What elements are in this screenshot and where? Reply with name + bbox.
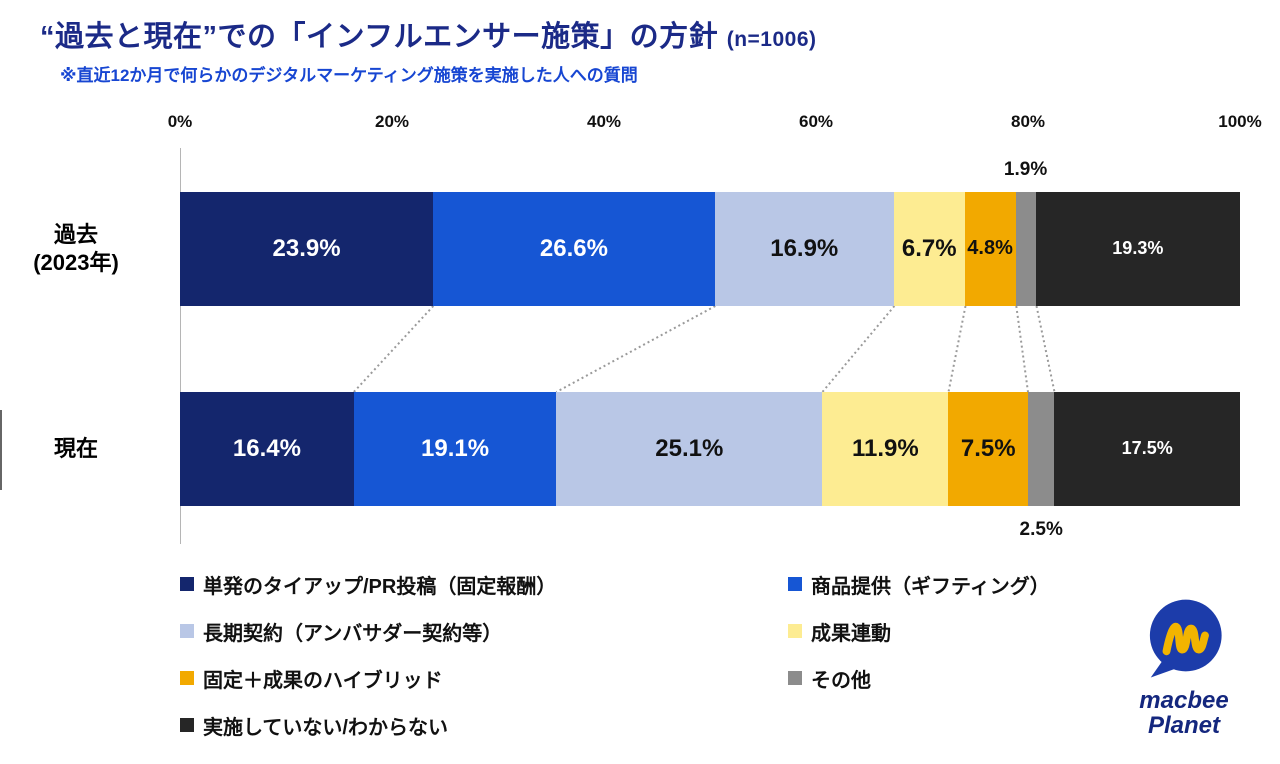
stacked-bar-chart: 0% 20% 40% 60% 80% 100% 過去 (2023年) 23.9% 26.6%… bbox=[0, 111, 1280, 544]
bar-segment: 26.6% bbox=[433, 191, 715, 306]
page-subtitle: ※直近12か月で何らかのデジタルマーケティング施策を実施した人への質問 bbox=[60, 65, 638, 85]
legend-item: 成果連動 bbox=[788, 617, 1130, 646]
bar-row-past: 過去 (2023年) 23.9% 26.6% 16.9% 6.7% 4.8% 1.9% 19… bbox=[0, 159, 1280, 306]
logo-bubble-tail bbox=[1150, 659, 1176, 678]
row-label-past: 過去 (2023年) bbox=[33, 222, 119, 275]
segment-value-label: 2.5% bbox=[1019, 518, 1063, 540]
legend-swatch bbox=[180, 718, 194, 733]
legend-item: 実施していない/わからない bbox=[180, 711, 788, 740]
segment-value-label: 26.6% bbox=[539, 234, 608, 262]
segment-value-label: 7.5% bbox=[960, 434, 1016, 462]
bar-row-present: 現在 16.4% 19.1% 25.1% 11.9% 7.5% 2.5% 17.5% bbox=[0, 391, 1280, 540]
legend-swatch bbox=[788, 624, 802, 639]
bar-segment: 4.8% bbox=[964, 191, 1016, 306]
segment-value-label: 17.5% bbox=[1121, 438, 1173, 459]
connector-line bbox=[947, 305, 967, 392]
connector-line bbox=[821, 305, 896, 392]
legend-swatch bbox=[180, 671, 194, 686]
macbee-planet-logo: macbee Planet bbox=[1124, 597, 1244, 738]
legend-label: 長期契約（アンバサダー契約等） bbox=[203, 622, 503, 645]
logo-wordmark: macbee Planet bbox=[1124, 686, 1244, 739]
legend-label: その他 bbox=[811, 669, 871, 692]
segment-value-label: 11.9% bbox=[852, 434, 919, 462]
header: “過去と現在”での「インフルエンサー施策」の方針 (n=1006) ※直近12か… bbox=[0, 0, 1280, 86]
segment-value-label: 16.9% bbox=[770, 234, 839, 262]
logo-line1: macbee bbox=[1139, 686, 1229, 714]
legend-swatch bbox=[788, 577, 802, 592]
left-edge-frame-line bbox=[0, 410, 2, 490]
segment-value-label: 6.7% bbox=[901, 234, 957, 262]
stacked-bar: 23.9% 26.6% 16.9% 6.7% 4.8% 1.9% 19.3% bbox=[180, 159, 1241, 306]
segment-value-label: 23.9% bbox=[272, 234, 341, 262]
connector-line bbox=[555, 305, 716, 392]
bar-segment: 16.4% bbox=[180, 391, 354, 506]
legend-item: 長期契約（アンバサダー契約等） bbox=[180, 617, 788, 646]
legend-item: その他 bbox=[788, 664, 1130, 693]
bar-segment: 16.9% bbox=[714, 191, 894, 306]
x-axis-tick: 60% bbox=[798, 111, 834, 131]
legend-label: 固定＋成果のハイブリッド bbox=[203, 669, 443, 692]
bar-segment: 19.1% bbox=[353, 391, 557, 506]
bar-segment: 11.9% bbox=[822, 391, 949, 506]
bar-segment: 6.7% bbox=[893, 191, 965, 306]
legend-swatch bbox=[180, 577, 194, 592]
legend-swatch bbox=[180, 624, 194, 639]
legend-label: 実施していない/わからない bbox=[203, 716, 448, 739]
sample-size: (n=1006) bbox=[726, 28, 817, 51]
plot-area: 過去 (2023年) 23.9% 26.6% 16.9% 6.7% 4.8% 1.9% 19… bbox=[0, 136, 1280, 544]
segment-value-label: 4.8% bbox=[967, 237, 1013, 260]
title-text: “過去と現在”での「インフルエンサー施策」の方針 bbox=[40, 21, 719, 53]
connector-line bbox=[353, 305, 435, 392]
bar-segment: 1.9% bbox=[1004, 159, 1047, 306]
bar-segment: 2.5% bbox=[1020, 391, 1063, 540]
x-axis-tick: 100% bbox=[1218, 111, 1262, 131]
bar-segment: 23.9% bbox=[180, 191, 434, 306]
segment-value-label: 19.1% bbox=[421, 434, 490, 462]
segment-value-label: 19.3% bbox=[1112, 238, 1164, 259]
x-axis-tick: 0% bbox=[167, 111, 193, 131]
bar-segment: 17.5% bbox=[1054, 391, 1240, 506]
bar-segment: 25.1% bbox=[556, 391, 823, 506]
legend-swatch bbox=[788, 671, 802, 686]
legend: 単発のタイアップ/PR投稿（固定報酬） 商品提供（ギフティング） 長期契約（アンバサ… bbox=[180, 570, 1130, 740]
segment-value-label: 16.4% bbox=[232, 434, 301, 462]
legend-label: 成果連動 bbox=[811, 622, 891, 645]
logo-bubble-icon bbox=[1149, 599, 1222, 678]
row-label-present: 現在 bbox=[53, 436, 98, 462]
page-title: “過去と現在”での「インフルエンサー施策」の方針 (n=1006) bbox=[40, 20, 1240, 55]
legend-item: 単発のタイアップ/PR投稿（固定報酬） bbox=[180, 570, 788, 599]
legend-label: 単発のタイアップ/PR投稿（固定報酬） bbox=[203, 575, 557, 598]
connector-line bbox=[1015, 305, 1029, 392]
logo-m-mark bbox=[1162, 622, 1209, 655]
connector-line bbox=[1035, 305, 1056, 392]
x-axis-tick: 80% bbox=[1010, 111, 1046, 131]
legend-item: 商品提供（ギフティング） bbox=[788, 570, 1130, 599]
x-axis-tick: 40% bbox=[586, 111, 622, 131]
segment-value-label: 25.1% bbox=[655, 434, 724, 462]
legend-item: 固定＋成果のハイブリッド bbox=[180, 664, 788, 693]
segment-value-label: 1.9% bbox=[1003, 158, 1048, 180]
y-axis-line bbox=[180, 147, 181, 544]
x-axis: 0% 20% 40% 60% 80% 100% bbox=[168, 111, 1262, 136]
x-axis-tick: 20% bbox=[374, 111, 410, 131]
connector-lines bbox=[353, 305, 1056, 392]
bar-segment: 19.3% bbox=[1035, 191, 1241, 306]
connector-gap bbox=[180, 305, 1240, 392]
stacked-bar: 16.4% 19.1% 25.1% 11.9% 7.5% 2.5% 17.5% bbox=[180, 391, 1240, 540]
legend-label: 商品提供（ギフティング） bbox=[811, 575, 1050, 598]
logo-line2: Planet bbox=[1147, 711, 1221, 739]
bar-segment: 7.5% bbox=[948, 391, 1028, 506]
